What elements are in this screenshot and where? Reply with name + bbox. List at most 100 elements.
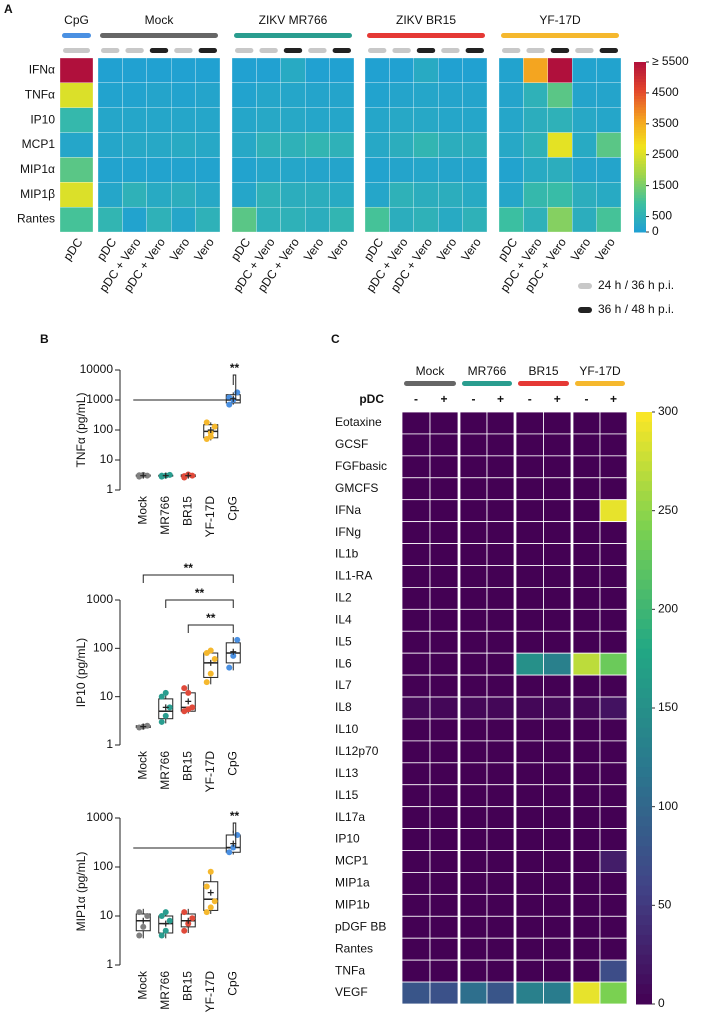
heat-cell: [599, 762, 628, 786]
colorbar-segment: [636, 510, 652, 522]
colorbar-segment: [636, 471, 652, 482]
heat-cell: [459, 499, 488, 523]
heat-cell: [195, 206, 221, 233]
heat-cell: [401, 740, 431, 764]
heat-cell: [429, 872, 459, 895]
heat-cell: [364, 57, 390, 84]
colorbar-segment: [636, 925, 652, 936]
group-label: YF-17D: [539, 13, 581, 27]
colorbar-segment: [636, 994, 652, 1005]
heat-cell: [429, 477, 459, 501]
heat-cell: [486, 587, 515, 610]
heat-cell: [599, 806, 628, 829]
heat-cell: [599, 608, 628, 632]
group-bar: [62, 33, 91, 38]
heat-cell: [572, 499, 601, 523]
heat-cell: [231, 132, 257, 158]
group-bar: [518, 381, 569, 386]
group-bar: [575, 381, 625, 386]
heat-cell: [523, 132, 548, 158]
row-label: IL10: [335, 722, 359, 736]
heat-cell: [523, 57, 548, 84]
colorbar-segment: [634, 175, 646, 179]
heat-cell: [59, 132, 94, 158]
heat-cell: [599, 893, 628, 917]
data-point: [211, 656, 218, 663]
colorbar-segment: [636, 954, 652, 966]
heat-cell: [429, 587, 459, 610]
x-tick-label: BR15: [180, 496, 194, 526]
heat-cell: [231, 206, 257, 233]
group-label: ZIKV BR15: [396, 13, 456, 27]
row-label: MIP1α: [20, 162, 55, 176]
heat-cell: [599, 674, 628, 698]
timepoint-pill: [125, 48, 144, 53]
timepoint-pill: [526, 48, 545, 53]
group-label: ZIKV MR766: [259, 13, 328, 27]
heat-cell: [486, 433, 515, 457]
heat-cell: [515, 411, 544, 435]
heat-cell: [498, 206, 524, 233]
heat-cell: [459, 959, 488, 983]
row-label: TNFα: [25, 87, 55, 101]
heat-cell: [459, 806, 488, 829]
heat-cell: [364, 132, 390, 158]
heat-cell: [195, 157, 221, 183]
heat-cell: [401, 850, 431, 873]
heat-cell: [256, 82, 281, 108]
data-point: [203, 419, 210, 426]
colorbar-segment: [634, 93, 646, 97]
heat-cell: [429, 696, 459, 720]
heat-cell: [515, 981, 544, 1005]
heat-cell: [543, 893, 572, 917]
heat-cell: [429, 959, 459, 983]
heat-cell: [462, 157, 488, 183]
row-label: IL6: [335, 656, 352, 670]
colorbar-segment: [634, 229, 646, 233]
heat-cell: [459, 674, 488, 698]
colorbar-segment: [634, 70, 646, 74]
panel-letter: A: [4, 2, 13, 16]
heat-cell: [280, 182, 306, 208]
colorbar-segment: [634, 115, 646, 120]
data-point: [144, 913, 151, 919]
data-point: [136, 909, 143, 916]
colorbar-segment: [634, 144, 646, 148]
colorbar-segment: [634, 198, 646, 202]
heat-cell: [543, 477, 572, 501]
heat-cell: [171, 157, 196, 183]
heat-cell: [596, 107, 622, 133]
heat-cell: [429, 499, 459, 523]
y-tick-label: 10: [100, 908, 114, 922]
heat-cell: [256, 182, 281, 208]
colorbar-segment: [636, 461, 652, 472]
row-label: IL4: [335, 612, 352, 626]
colorbar-segment: [634, 215, 646, 219]
y-tick-label: 1: [106, 737, 113, 751]
column-label: Vero: [167, 235, 193, 264]
data-point: [144, 472, 151, 479]
colorbar-label: 200: [658, 602, 678, 616]
mean-marker: [207, 889, 214, 896]
heat-cell: [462, 182, 488, 208]
data-point: [230, 652, 237, 659]
heat-cell: [599, 565, 628, 588]
colorbar-segment: [634, 169, 646, 173]
heat-cell: [515, 652, 544, 676]
heat-cell: [195, 107, 221, 133]
group-bar: [462, 381, 512, 386]
colorbar-segment: [634, 104, 646, 108]
colorbar-segment: [634, 67, 646, 71]
data-point: [207, 433, 214, 440]
heat-cell: [515, 740, 544, 764]
colorbar-segment: [634, 124, 646, 128]
mean-marker: [162, 704, 169, 711]
colorbar-segment: [634, 183, 646, 188]
timepoint-pill: [416, 48, 436, 53]
heat-cell: [401, 499, 431, 523]
heat-cell: [515, 543, 544, 566]
data-point: [230, 844, 237, 851]
colorbar-label: 4500: [652, 85, 679, 99]
colorbar-label: 500: [652, 209, 672, 223]
heat-cell: [459, 411, 488, 435]
